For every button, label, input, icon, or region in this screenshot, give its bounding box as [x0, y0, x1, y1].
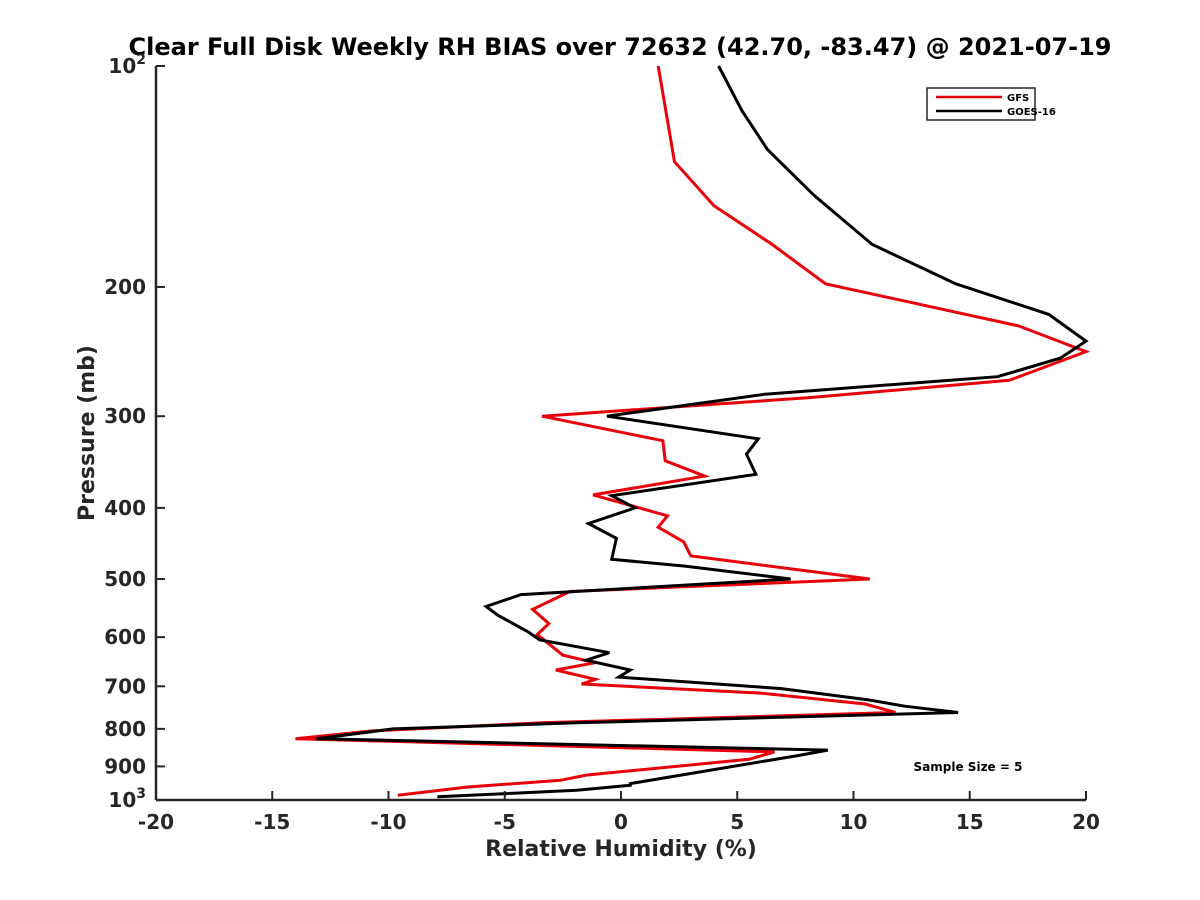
y-tick-label: 200 — [104, 275, 146, 299]
y-tick-label: 102 — [108, 52, 146, 78]
y-tick-label: 103 — [108, 786, 146, 812]
y-tick-label: 700 — [104, 674, 146, 698]
x-tick-label: -5 — [494, 810, 516, 834]
series-line-goes16 — [316, 65, 1089, 799]
x-tick-label: -20 — [138, 810, 174, 834]
legend-label-gfs: GFS — [1007, 93, 1029, 104]
y-tick-label: 900 — [104, 754, 146, 778]
y-tick-label: 400 — [104, 496, 146, 520]
y-tick-label: 300 — [104, 404, 146, 428]
legend-box — [926, 87, 1036, 121]
x-axis-label: Relative Humidity (%) — [485, 837, 757, 862]
series-layer — [295, 65, 1091, 799]
legend-label-goes16: GOES-16 — [1007, 107, 1056, 118]
x-tick-label: 5 — [730, 810, 744, 834]
x-tick-label: 20 — [1072, 810, 1100, 834]
sample-size-annotation: Sample Size = 5 — [914, 760, 1023, 774]
x-tick-label: 10 — [840, 810, 868, 834]
y-tick-label: 800 — [104, 717, 146, 741]
x-ticks: -20 -15 -10 -5 0 5 10 15 20 — [138, 791, 1100, 834]
legend: GFS GOES-16 — [926, 87, 1056, 121]
y-tick-label: 500 — [104, 567, 146, 591]
y-tick-label: 600 — [104, 625, 146, 649]
chart-title: Clear Full Disk Weekly RH BIAS over 7263… — [129, 33, 1112, 61]
series-line-gfs — [295, 65, 1091, 797]
y-ticks: 102 200 300 400 500 600 700 800 900 103 — [104, 52, 165, 812]
x-tick-label: 0 — [614, 810, 628, 834]
y-axis-label: Pressure (mb) — [75, 345, 100, 521]
x-tick-label: 15 — [956, 810, 984, 834]
x-tick-label: -15 — [254, 810, 290, 834]
x-tick-label: -10 — [370, 810, 406, 834]
